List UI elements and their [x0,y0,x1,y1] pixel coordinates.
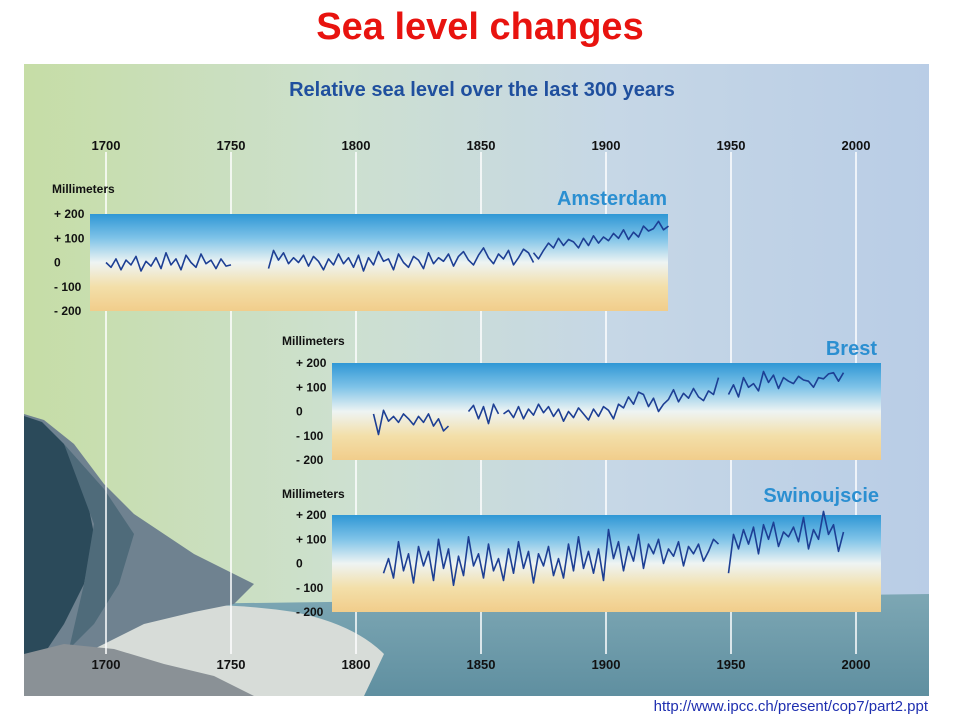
y-tick-label: - 200 [296,605,324,619]
y-tick-label: 0 [296,557,303,571]
panel-brest: Millimeters Brest + 200 + 100 0 - 100 - 200 [282,334,881,467]
panel-amsterdam: Millimeters Amsterdam + 200 + 100 0 - 100 - … [52,182,669,318]
bottom-tick-label: 1750 [217,657,246,672]
y-tick-label: - 100 [54,280,82,294]
y-tick-label: + 100 [296,380,327,394]
y-tick-label: - 200 [296,453,324,467]
bottom-tick-label: 2000 [842,657,871,672]
top-tick-label: 2000 [842,138,871,153]
series-line-amsterdam-1 [267,247,535,272]
y-tick-label: 0 [54,256,61,270]
top-tick-label: 1950 [717,138,746,153]
panel-swinoujscie-ylabel: Millimeters [282,487,345,501]
panel-swinoujscie: Millimeters Swinoujscie + 200 + 100 0 - 100… [282,485,881,619]
y-tick-label: - 100 [296,429,324,443]
panel-amsterdam-series [105,220,669,272]
y-tick-label: + 100 [54,231,85,245]
y-tick-label: - 100 [296,581,324,595]
bottom-x-axis: 1700 1750 1800 1850 1900 1950 2000 [92,657,871,672]
series-line-swinoujscie-1 [727,510,845,574]
y-tick-label: + 200 [296,508,327,522]
bottom-tick-label: 1700 [92,657,121,672]
panel-brest-ylabel: Millimeters [282,334,345,348]
y-tick-label: + 100 [296,532,327,546]
top-tick-label: 1700 [92,138,121,153]
series-line-brest-3 [727,370,845,398]
panel-swinoujscie-series [382,510,845,587]
y-tick-label: + 200 [296,356,327,370]
bottom-tick-label: 1900 [592,657,621,672]
top-x-axis: 1700 1750 1800 1850 1900 1950 2000 [92,138,871,153]
series-line-amsterdam-2 [532,220,669,260]
top-tick-label: 1800 [342,138,371,153]
sea-level-figure: Relative sea level over the last 300 yea… [24,64,929,696]
panel-swinoujscie-yticks: + 200 + 100 0 - 100 - 200 [296,508,327,619]
panel-swinoujscie-name: Swinoujscie [763,485,879,507]
bottom-tick-label: 1850 [467,657,496,672]
panel-brest-name: Brest [826,338,877,360]
panel-brest-series [372,370,845,436]
series-line-brest-1 [467,403,500,425]
panel-brest-band [332,363,881,460]
slide-title: Sea level changes [316,6,644,48]
y-tick-label: 0 [296,405,303,419]
y-tick-label: - 200 [54,304,82,318]
series-line-brest-0 [372,409,450,436]
panel-amsterdam-name: Amsterdam [557,188,667,210]
bottom-tick-label: 1800 [342,657,371,672]
top-tick-label: 1750 [217,138,246,153]
panel-amsterdam-yticks: + 200 + 100 0 - 100 - 200 [54,207,85,318]
y-tick-label: + 200 [54,207,85,221]
series-line-amsterdam-0 [105,252,232,272]
panel-amsterdam-ylabel: Millimeters [52,182,115,196]
rocks-illustration [24,644,254,696]
top-tick-label: 1900 [592,138,621,153]
panel-brest-yticks: + 200 + 100 0 - 100 - 200 [296,356,327,467]
panel-amsterdam-band [90,214,668,311]
cliff-mid-illustration [64,444,134,649]
bottom-tick-label: 1950 [717,657,746,672]
cliff-shadow-illustration [24,416,94,664]
chart-title: Relative sea level over the last 300 yea… [289,79,675,101]
top-tick-label: 1850 [467,138,496,153]
panel-swinoujscie-band [332,515,881,612]
series-line-swinoujscie-0 [382,528,720,587]
series-line-brest-2 [503,377,720,423]
source-url: http://www.ipcc.ch/present/cop7/part2.pp… [653,698,928,715]
